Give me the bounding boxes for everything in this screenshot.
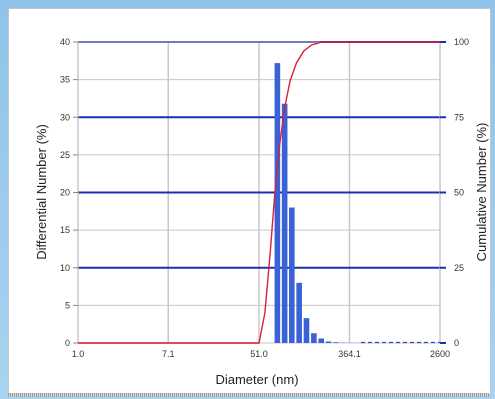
axes-layer [78, 341, 440, 344]
histogram-bar [318, 338, 325, 343]
right-tick-labels: 0 25 50 75 100 [440, 37, 469, 348]
histogram-bar [274, 63, 281, 343]
y-tick-label: 10 [60, 263, 70, 273]
x-tick-label: 7.1 [162, 349, 175, 359]
histogram-bar [325, 341, 332, 343]
histogram-bar [303, 318, 310, 343]
left-tick-labels: 0 5 10 15 20 25 30 35 40 [60, 37, 78, 348]
histogram-bar [311, 333, 317, 343]
x-tick-label: 1.0 [72, 349, 85, 359]
y2-tick-label: 25 [454, 263, 464, 273]
x-tick-label: 51.0 [250, 349, 268, 359]
window-bottom-edge [8, 393, 489, 397]
histogram-bar [333, 342, 339, 343]
y-tick-label: 25 [60, 150, 70, 160]
x-tick-label: 364.1 [338, 349, 361, 359]
y-tick-label: 40 [60, 37, 70, 47]
y-tick-label: 15 [60, 225, 70, 235]
y-axis-title: Differential Number (%) [34, 124, 49, 260]
x-tick-label: 2600 [430, 349, 450, 359]
histogram-bar [296, 282, 302, 343]
y2-axis-title: Cumulative Number (%) [474, 123, 489, 262]
y2-tick-label: 100 [454, 37, 469, 47]
bars-layer [274, 63, 361, 343]
histogram-bar [289, 207, 295, 343]
y2-tick-label: 50 [454, 188, 464, 198]
x-tick-labels: 1.0 7.1 51.0 364.1 2600 [72, 349, 450, 359]
x-axis-title: Diameter (nm) [215, 372, 298, 387]
y-tick-label: 5 [65, 300, 70, 310]
histogram-bar [281, 103, 288, 343]
y2-tick-label: 0 [454, 338, 459, 348]
y-tick-label: 35 [60, 75, 70, 85]
y-tick-label: 0 [65, 338, 70, 348]
y-tick-label: 20 [60, 188, 70, 198]
cumulative-curve [78, 41, 440, 344]
y2-tick-label: 75 [454, 112, 464, 122]
grid-layer [77, 41, 441, 344]
cumulative-line-layer [78, 41, 440, 344]
y-tick-label: 30 [60, 112, 70, 122]
chart-panel [8, 8, 491, 395]
